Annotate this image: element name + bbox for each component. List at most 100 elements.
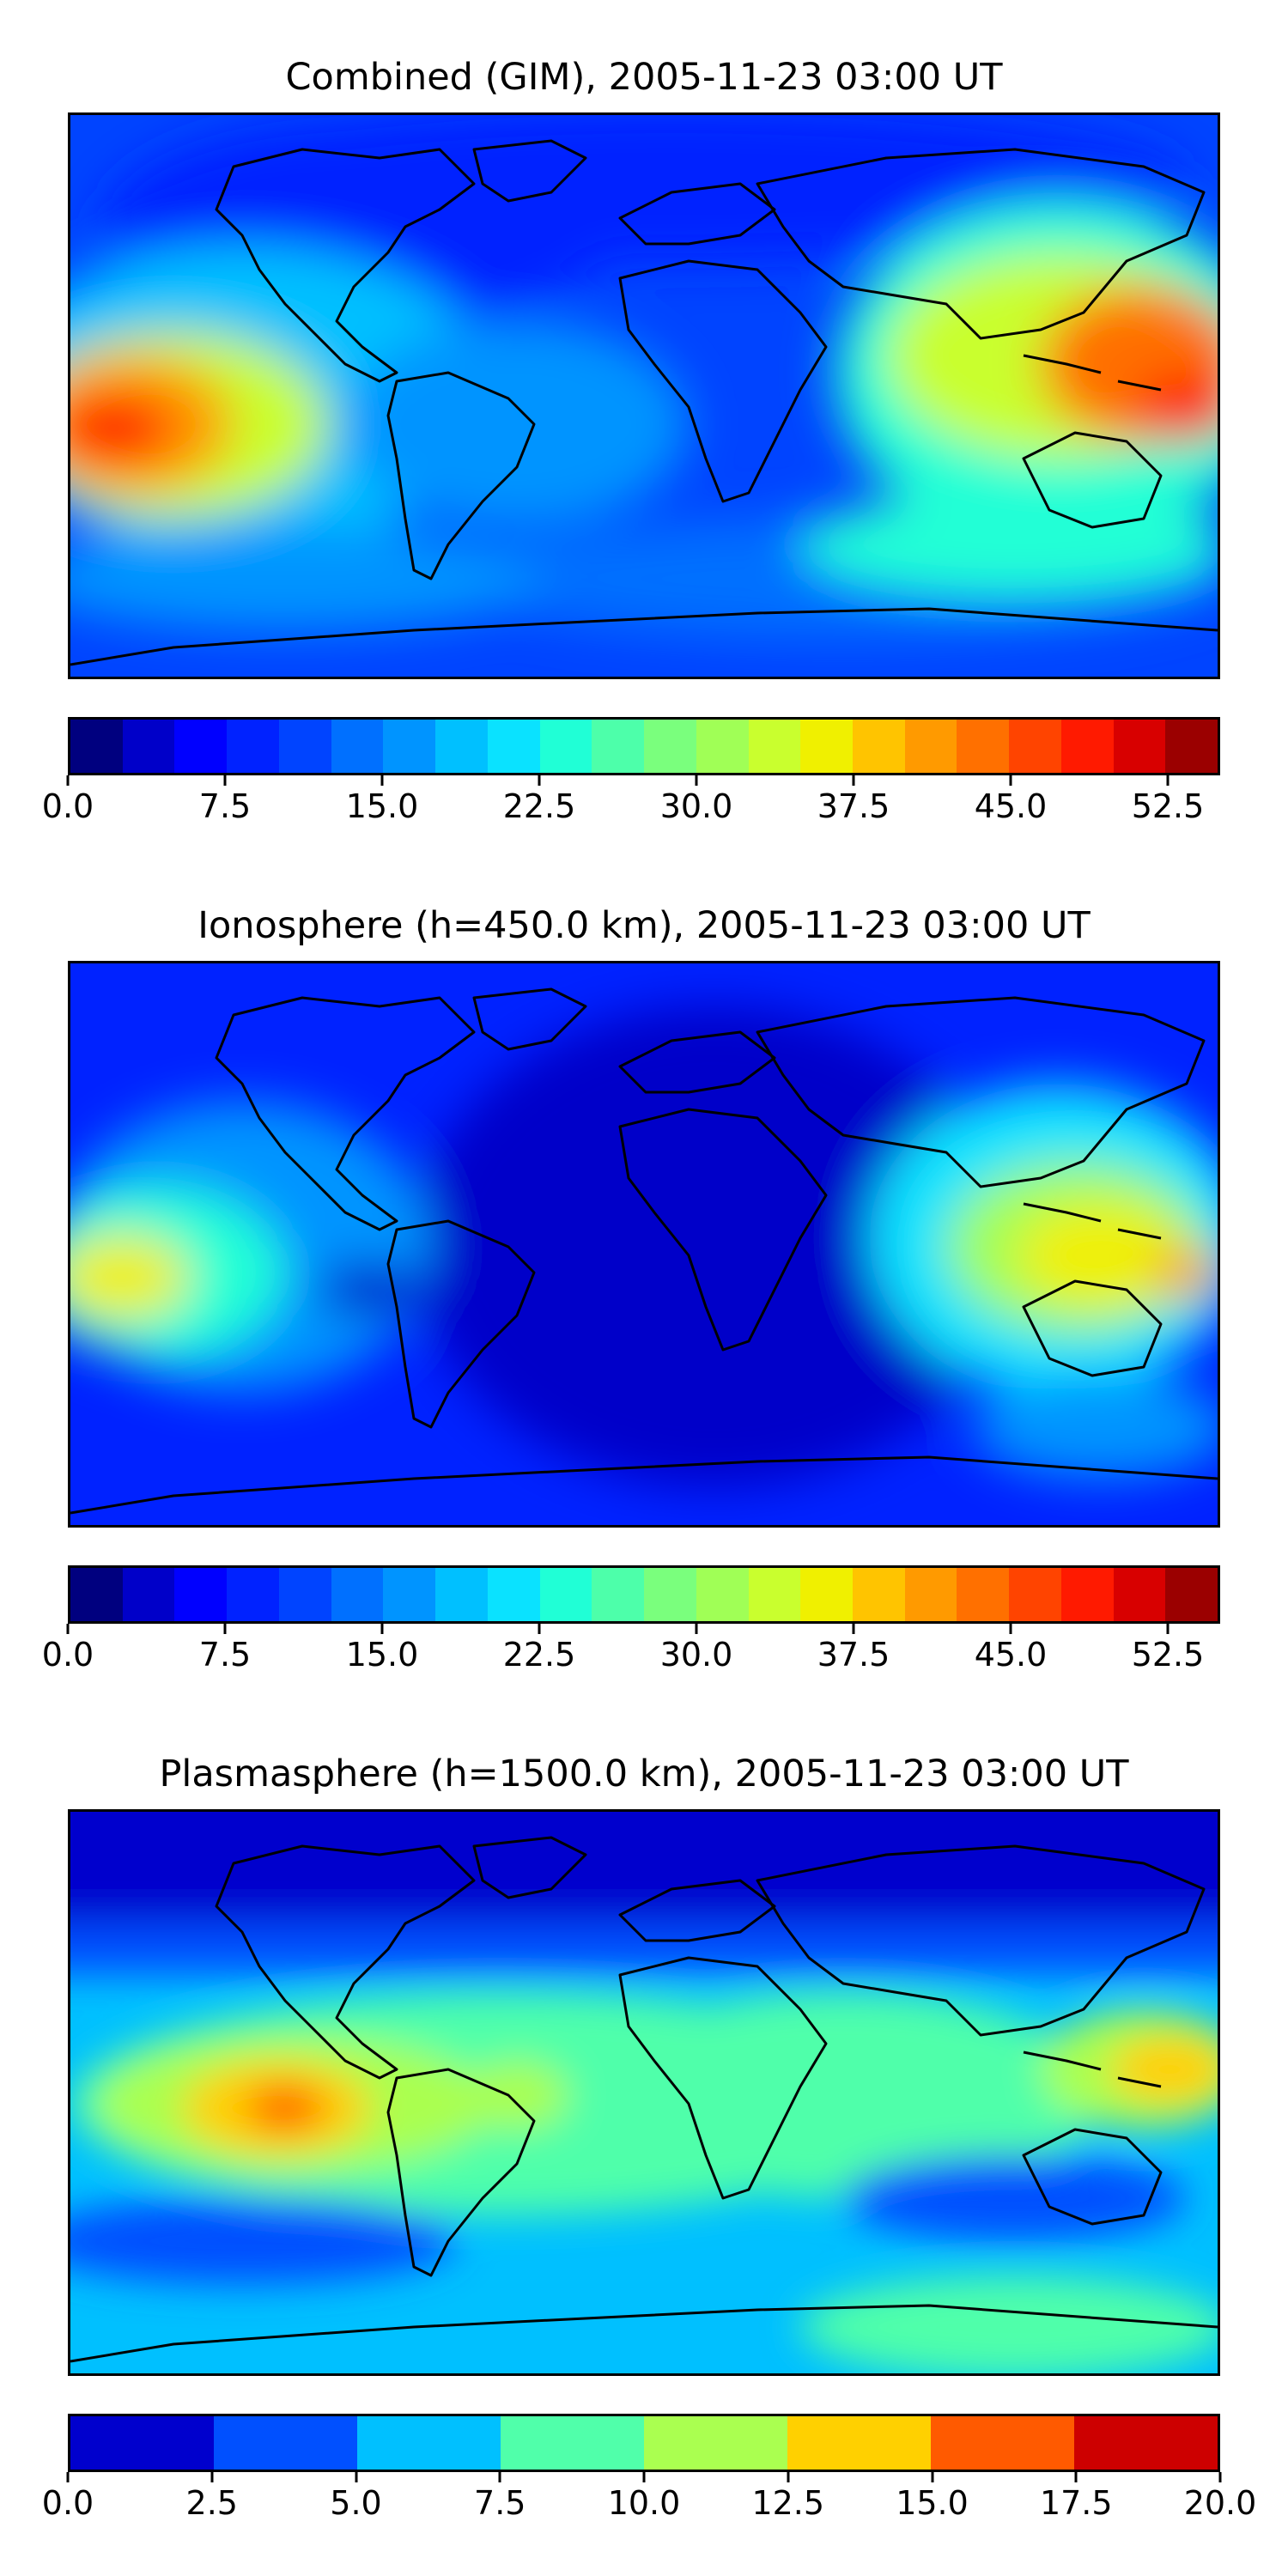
colorbar-tick xyxy=(380,775,384,786)
colorbar-tick xyxy=(931,2472,933,2482)
colorbar-tick xyxy=(380,1624,384,1634)
colorbar-tick-label: 7.5 xyxy=(198,1636,252,1674)
colorbar-segment xyxy=(904,720,957,773)
colorbar-tick-label: 22.5 xyxy=(502,787,576,825)
colorbar-segment xyxy=(539,1568,592,1621)
colorbar-tick xyxy=(223,775,227,786)
colorbar-segment xyxy=(227,1568,279,1621)
colorbar-tick xyxy=(1166,1624,1170,1634)
colorbar-tick-label: 20.0 xyxy=(1183,2484,1257,2522)
colorbar-segment xyxy=(1113,720,1166,773)
colorbar-tick xyxy=(223,1624,227,1634)
colorbar-segment xyxy=(278,720,331,773)
colorbar-segment xyxy=(1165,720,1218,773)
colorbar-segment xyxy=(800,1568,854,1621)
colorbar-tick xyxy=(642,2472,646,2482)
colorbar-segment xyxy=(800,720,854,773)
colorbar-segment xyxy=(383,1568,436,1621)
tec-map-ionosphere xyxy=(68,961,1220,1528)
colorbar-segment xyxy=(644,1568,696,1621)
colorbar-segment xyxy=(904,1568,957,1621)
colorbar-tick-label: 15.0 xyxy=(896,2484,969,2522)
colorbar-segment xyxy=(696,720,749,773)
colorbar-segment xyxy=(227,720,279,773)
colorbar-tick-label: 30.0 xyxy=(659,787,733,825)
panel-title: Plasmasphere (h=1500.0 km), 2005-11-23 0… xyxy=(159,1753,1129,1795)
colorbar-segment xyxy=(696,1568,749,1621)
colorbar-tick xyxy=(695,1624,698,1634)
panel-title: Ionosphere (h=450.0 km), 2005-11-23 03:0… xyxy=(197,904,1091,947)
colorbar-tick-label: 45.0 xyxy=(974,1636,1048,1674)
colorbar-tick xyxy=(66,2472,70,2482)
colorbar-segment xyxy=(435,1568,488,1621)
colorbar-tick-label: 52.5 xyxy=(1131,1636,1205,1674)
colorbar-tick-label: 37.5 xyxy=(817,787,890,825)
colorbar-segment xyxy=(122,1568,175,1621)
colorbar-segment xyxy=(331,720,384,773)
colorbar-segment xyxy=(592,1568,645,1621)
colorbar-segment xyxy=(1060,1568,1114,1621)
colorbar-segment xyxy=(748,1568,801,1621)
colorbar-tick-label: 37.5 xyxy=(817,1636,890,1674)
colorbar-segment xyxy=(70,1568,123,1621)
colorbar-tick-label: 45.0 xyxy=(974,787,1048,825)
tec-map-plasmasphere xyxy=(68,1809,1220,2376)
colorbar-segment xyxy=(1165,1568,1218,1621)
colorbar-tick-label: 17.5 xyxy=(1039,2484,1113,2522)
colorbar-tick xyxy=(355,2472,357,2482)
colorbar-segment xyxy=(487,720,540,773)
colorbar-tick xyxy=(1074,2472,1078,2482)
colorbar-segment xyxy=(435,720,488,773)
colorbar-segment xyxy=(70,720,123,773)
colorbar-segment xyxy=(787,2416,931,2470)
colorbar-segment xyxy=(1074,2416,1218,2470)
colorbar-segment xyxy=(278,1568,331,1621)
colorbar-tick xyxy=(1009,775,1012,786)
colorbar-tick-label: 2.5 xyxy=(185,2484,238,2522)
colorbar-tick xyxy=(1218,2472,1222,2482)
colorbar-segment xyxy=(957,1568,1010,1621)
colorbar-tick-label: 0.0 xyxy=(41,787,94,825)
colorbar-segment xyxy=(383,720,436,773)
colorbar-segment xyxy=(853,1568,905,1621)
colorbar-tick xyxy=(852,1624,855,1634)
colorbar-tick-label: 0.0 xyxy=(41,1636,94,1674)
colorbar-tick xyxy=(538,775,541,786)
colorbar-segment xyxy=(331,1568,384,1621)
colorbar-ticks-plasmasphere: 0.0 2.5 5.0 7.5 10.0 12.5 15.0 17.5 20.0 xyxy=(42,2472,1256,2524)
colorbar-tick-label: 15.0 xyxy=(345,787,419,825)
colorbar-ionosphere xyxy=(68,1565,1220,1624)
colorbar-segment xyxy=(214,2416,357,2470)
colorbar-segment xyxy=(122,720,175,773)
colorbar-tick-label: 7.5 xyxy=(198,787,252,825)
colorbar-tick-label: 22.5 xyxy=(502,1636,576,1674)
tec-map-combined xyxy=(68,112,1220,679)
colorbar-tick-label: 30.0 xyxy=(659,1636,733,1674)
colorbar-tick-label: 10.0 xyxy=(607,2484,681,2522)
colorbar-tick xyxy=(787,2472,790,2482)
colorbar-segment xyxy=(592,720,645,773)
colorbar-combined xyxy=(68,717,1220,775)
colorbar-tick-label: 52.5 xyxy=(1131,787,1205,825)
colorbar-ticks-combined: 0.0 7.5 15.0 22.5 30.0 37.5 45.0 52.5 xyxy=(42,775,1220,827)
colorbar-segment xyxy=(1113,1568,1166,1621)
colorbar-tick xyxy=(538,1624,541,1634)
colorbar-tick xyxy=(66,775,70,786)
colorbar-segment xyxy=(644,2416,787,2470)
colorbar-tick xyxy=(1009,1624,1012,1634)
colorbar-segment xyxy=(174,1568,228,1621)
colorbar-ticks-ionosphere: 0.0 7.5 15.0 22.5 30.0 37.5 45.0 52.5 xyxy=(42,1624,1220,1675)
colorbar-segment xyxy=(357,2416,501,2470)
colorbar-tick xyxy=(695,775,698,786)
colorbar-segment xyxy=(748,720,801,773)
colorbar-tick-label: 15.0 xyxy=(345,1636,419,1674)
colorbar-segment xyxy=(539,720,592,773)
colorbar-plasmasphere xyxy=(68,2414,1220,2472)
colorbar-tick-label: 12.5 xyxy=(751,2484,825,2522)
colorbar-tick-label: 0.0 xyxy=(41,2484,94,2522)
colorbar-segment xyxy=(1009,720,1061,773)
colorbar-segment xyxy=(644,720,696,773)
colorbar-tick xyxy=(210,2472,214,2482)
colorbar-segment xyxy=(487,1568,540,1621)
colorbar-tick xyxy=(66,1624,70,1634)
